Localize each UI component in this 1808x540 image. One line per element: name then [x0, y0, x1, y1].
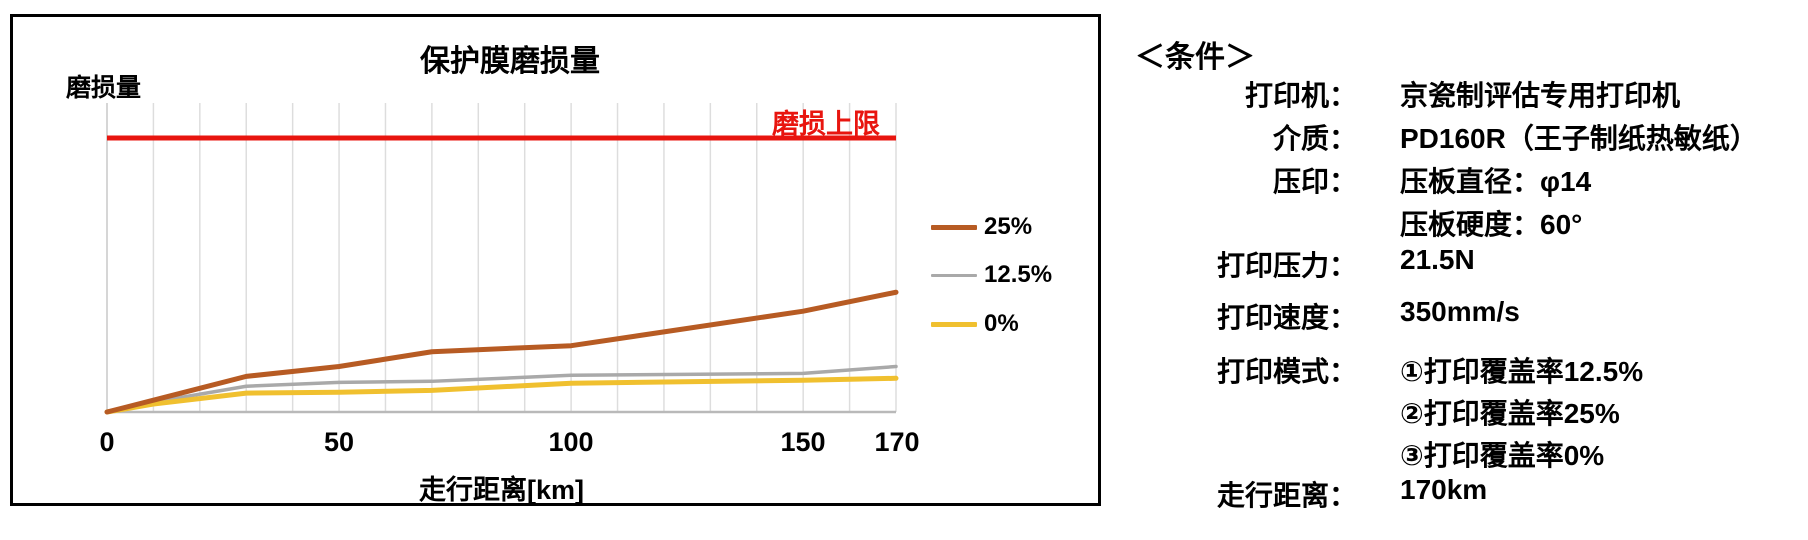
chart-title: 保护膜磨损量 — [420, 45, 600, 78]
legend-item-12-5: 12.5% — [931, 260, 1101, 290]
legend-label-12-5: 12.5% — [984, 261, 1053, 288]
conditions-heading: ＜条件＞ — [1135, 41, 1255, 74]
y-axis-label: 磨损量 — [66, 74, 142, 102]
x-tick-100: 100 — [548, 427, 594, 457]
condition-row-travel-distance: 走行距离： 170km — [1135, 474, 1795, 511]
condition-label: 打印模式： — [1216, 356, 1357, 387]
condition-label: 走行距离： — [1216, 480, 1357, 511]
legend-swatch-25 — [931, 224, 977, 230]
conditions-panel: ＜条件＞ 打印机： 京瓷制评估专用打印机 介质： PD160R（王子制纸热敏纸）… — [1135, 0, 1795, 540]
wear-limit-label: 磨损上限 — [772, 109, 880, 139]
condition-value: ①打印覆盖率12.5% — [1400, 356, 1644, 387]
x-tick-0: 0 — [99, 427, 115, 457]
x-tick-150: 150 — [780, 427, 826, 457]
condition-value: 170km — [1400, 474, 1488, 505]
condition-label: 打印机： — [1244, 80, 1357, 111]
condition-label: 打印压力： — [1216, 250, 1357, 281]
legend-item-0: 0% — [931, 309, 1101, 339]
x-tick-170: 170 — [874, 427, 920, 457]
condition-value: ③打印覆盖率0% — [1400, 440, 1605, 471]
condition-value: 21.5N — [1400, 244, 1475, 275]
condition-row-print-mode-3: ③打印覆盖率0% — [1135, 434, 1795, 471]
legend-label-0: 0% — [984, 310, 1019, 337]
legend-swatch-12-5 — [931, 273, 977, 277]
condition-value: ②打印覆盖率25% — [1400, 398, 1620, 429]
legend-item-25: 25% — [931, 212, 1101, 242]
condition-value: PD160R（王子制纸热敏纸） — [1400, 123, 1758, 154]
condition-row-platen: 压印： 压板直径：φ14 — [1135, 160, 1795, 197]
condition-row-platen-hardness: 压板硬度：60° — [1135, 203, 1795, 240]
condition-row-print-mode-2: ②打印覆盖率25% — [1135, 392, 1795, 429]
x-tick-50: 50 — [323, 427, 355, 457]
condition-row-media: 介质： PD160R（王子制纸热敏纸） — [1135, 117, 1795, 154]
condition-row-print-pressure: 打印压力： 21.5N — [1135, 244, 1795, 281]
wear-chart-panel — [10, 14, 1101, 506]
x-axis-label: 走行距离[km] — [418, 475, 584, 505]
condition-value: 350mm/s — [1400, 296, 1520, 327]
legend-swatch-0 — [931, 321, 977, 327]
condition-label: 压印： — [1272, 166, 1357, 197]
condition-row-print-speed: 打印速度： 350mm/s — [1135, 296, 1795, 333]
condition-row-print-mode-1: 打印模式： ①打印覆盖率12.5% — [1135, 350, 1795, 387]
condition-label: 介质： — [1272, 123, 1357, 154]
condition-row-printer: 打印机： 京瓷制评估专用打印机 — [1135, 74, 1795, 111]
condition-value: 压板硬度：60° — [1400, 209, 1583, 240]
condition-value: 京瓷制评估专用打印机 — [1400, 80, 1681, 111]
condition-value: 压板直径：φ14 — [1400, 166, 1592, 197]
condition-label: 打印速度： — [1216, 302, 1357, 333]
legend-label-25: 25% — [984, 213, 1033, 240]
